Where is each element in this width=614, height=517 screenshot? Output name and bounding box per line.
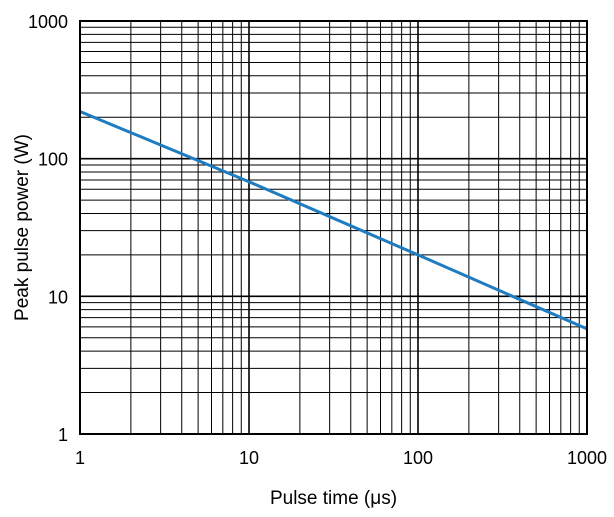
series-layer [79,110,588,331]
grid-minor [80,21,587,434]
x-tick-label: 1 [75,448,85,468]
x-tick-labels: 1 10 100 1000 [75,448,607,468]
y-tick-label: 1 [58,425,68,445]
x-axis-label: Pulse time (μs) [270,488,397,509]
y-axis-label: Peak pulse power (W) [12,134,33,321]
plot-frame [79,20,588,435]
y-tick-label: 10 [48,287,68,307]
grid-major [79,21,587,435]
y-tick-labels: 1 10 100 1000 [28,12,68,445]
x-tick-label: 1000 [567,448,607,468]
series-line-0 [79,110,588,331]
x-tick-label: 10 [239,448,259,468]
y-tick-label: 1000 [28,12,68,32]
x-tick-label: 100 [403,448,433,468]
y-tick-label: 100 [38,150,68,170]
